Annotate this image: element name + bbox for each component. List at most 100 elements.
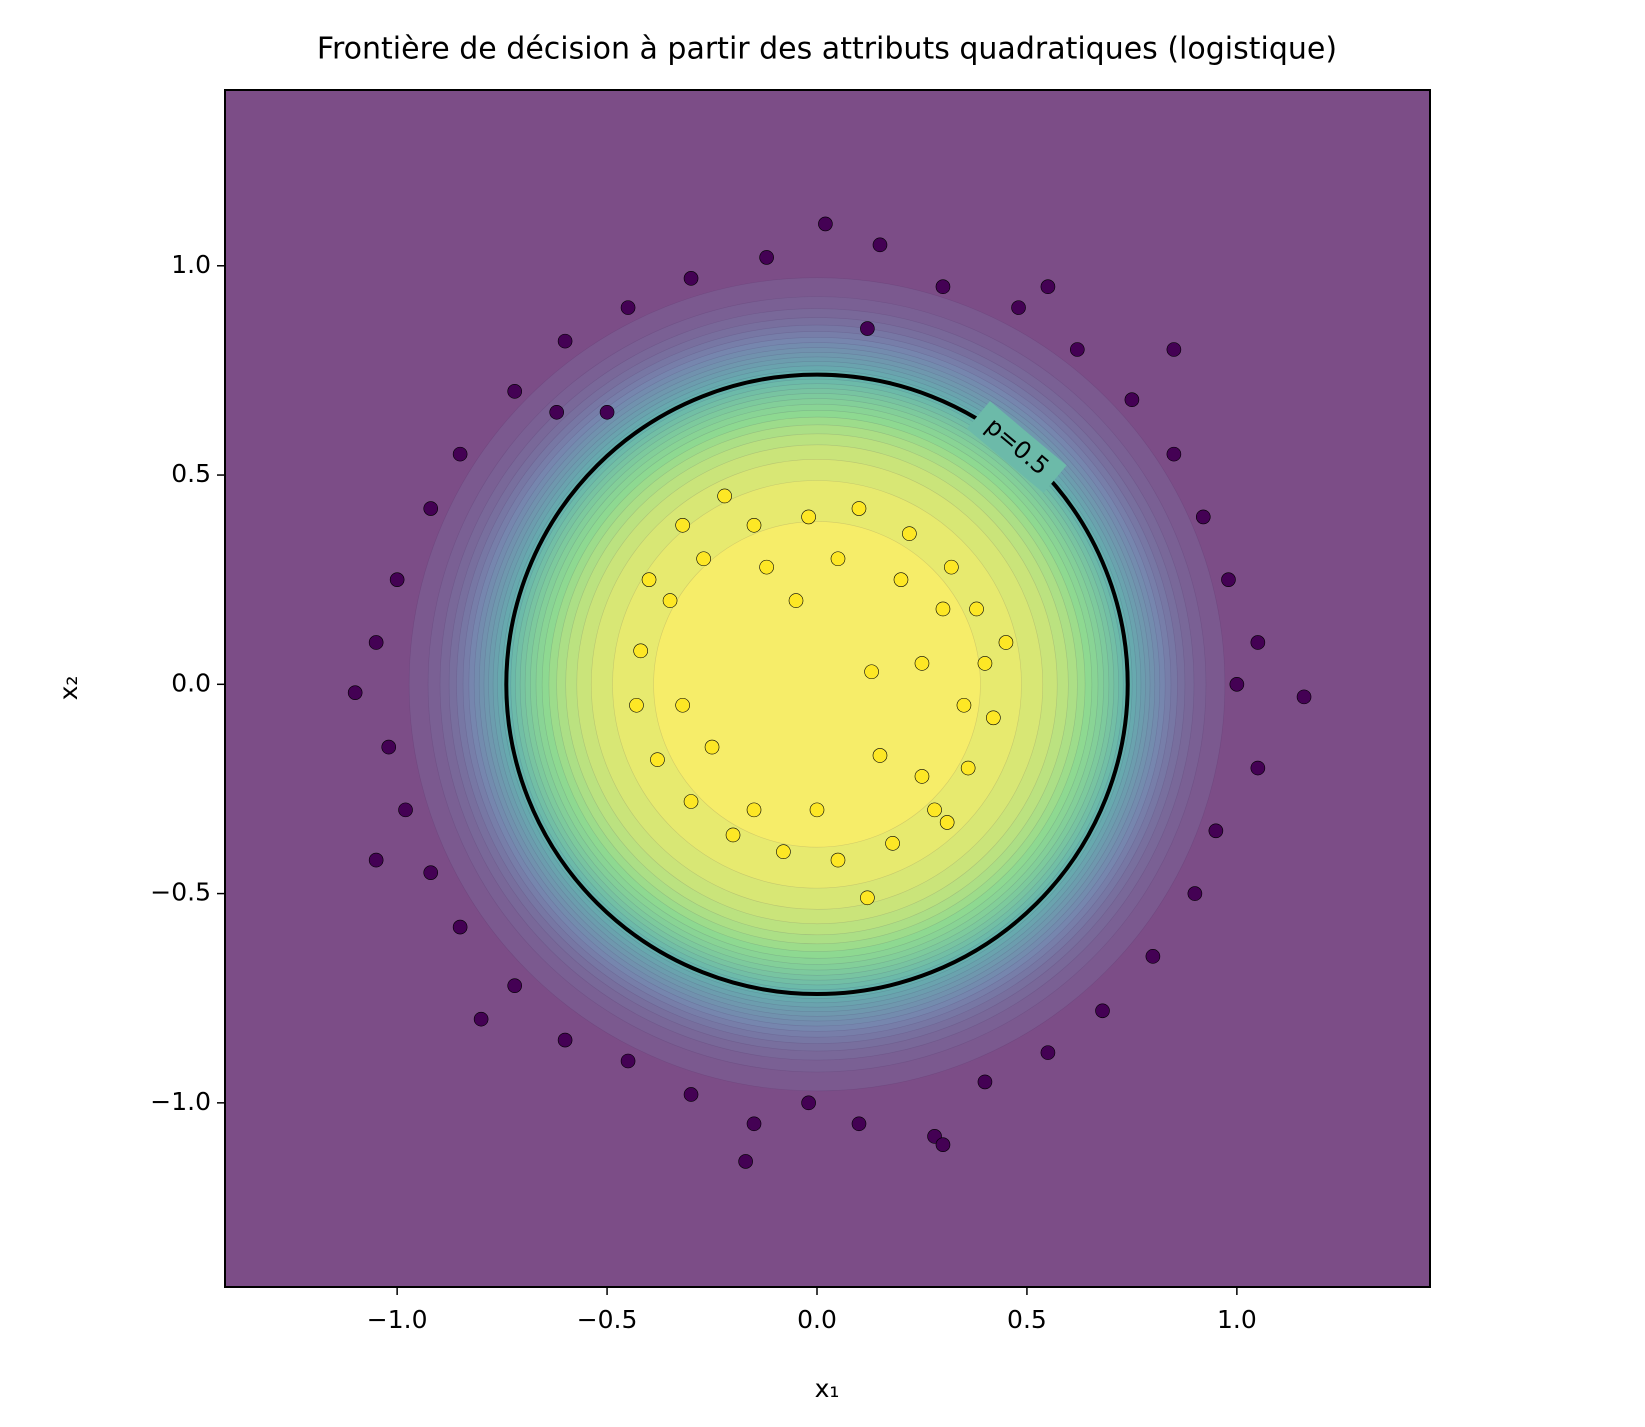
- point: [507, 384, 523, 399]
- x-axis-label: x₁: [815, 1374, 840, 1403]
- point: [423, 501, 439, 516]
- point: [864, 664, 879, 680]
- point: [851, 1116, 867, 1132]
- point: [696, 551, 711, 567]
- point: [956, 697, 972, 713]
- point: [1208, 823, 1224, 839]
- point: [704, 739, 720, 755]
- point: [935, 279, 951, 295]
- point: [1296, 689, 1312, 705]
- point: [1095, 1003, 1110, 1019]
- point: [893, 572, 909, 587]
- point: [683, 271, 699, 286]
- point: [389, 572, 405, 587]
- x-tick-label: 1.0: [1217, 1305, 1257, 1334]
- point: [599, 404, 615, 420]
- x-tick-label: 0.0: [797, 1305, 837, 1334]
- point: [662, 593, 678, 608]
- point: [1145, 949, 1161, 964]
- point: [507, 978, 523, 993]
- point: [683, 794, 699, 809]
- point: [872, 237, 888, 253]
- point: [851, 501, 867, 516]
- point: [939, 815, 955, 830]
- point: [746, 802, 762, 818]
- point: [1166, 446, 1182, 462]
- point: [944, 559, 959, 575]
- point: [675, 517, 690, 533]
- point: [423, 865, 439, 880]
- point: [347, 685, 363, 700]
- point: [1229, 677, 1245, 692]
- point: [1070, 342, 1085, 357]
- point: [683, 1087, 699, 1102]
- point: [977, 656, 993, 671]
- point: [977, 1074, 993, 1090]
- point: [368, 635, 384, 650]
- point: [902, 526, 917, 541]
- point: [759, 559, 774, 575]
- chart-title: Frontière de décision à partir des attri…: [317, 32, 1337, 67]
- point: [1250, 635, 1266, 650]
- point: [809, 802, 825, 818]
- point: [725, 827, 741, 843]
- point: [960, 760, 976, 776]
- point: [738, 1154, 753, 1169]
- point: [969, 601, 984, 617]
- point: [860, 321, 875, 336]
- point: [557, 333, 573, 349]
- point: [830, 551, 846, 567]
- y-tick-label: 0.0: [171, 668, 211, 697]
- point: [998, 635, 1014, 650]
- x-tick-label: 0.5: [1007, 1305, 1047, 1334]
- x-tick-label: −1.0: [367, 1305, 428, 1334]
- point: [1221, 572, 1236, 587]
- point: [830, 852, 846, 868]
- point: [641, 572, 657, 587]
- point: [629, 697, 644, 713]
- point: [860, 890, 875, 906]
- decision-boundary: [504, 372, 1130, 997]
- point: [1166, 342, 1182, 357]
- point: [872, 748, 888, 763]
- y-tick-label: −1.0: [150, 1087, 211, 1116]
- y-tick-label: 0.5: [171, 459, 211, 488]
- point: [1124, 392, 1140, 408]
- point: [1040, 1045, 1056, 1060]
- point: [368, 852, 384, 868]
- point: [381, 739, 397, 755]
- plot-area: p=0.5: [225, 90, 1430, 1287]
- x-tick-label: −0.5: [577, 1305, 638, 1334]
- point: [914, 656, 930, 671]
- point: [633, 643, 648, 659]
- point: [801, 509, 816, 525]
- point: [746, 1116, 762, 1132]
- point: [776, 844, 791, 860]
- point: [717, 488, 732, 504]
- contour-fill: [653, 521, 981, 848]
- point: [557, 1032, 573, 1048]
- point: [1187, 886, 1203, 901]
- point: [1195, 509, 1211, 525]
- point: [473, 1011, 489, 1027]
- point: [620, 1053, 636, 1069]
- y-axis-label: x₂: [54, 676, 83, 701]
- point: [650, 752, 665, 767]
- point: [452, 919, 468, 935]
- point: [398, 802, 413, 818]
- point: [1011, 300, 1026, 315]
- point: [801, 1095, 816, 1111]
- point: [818, 216, 833, 232]
- point: [927, 802, 942, 818]
- contour-label-gap: [966, 401, 1067, 493]
- point: [1250, 760, 1266, 776]
- point: [759, 250, 774, 265]
- plot-frame: [224, 89, 1431, 1288]
- point: [885, 836, 900, 851]
- point: [935, 1137, 951, 1152]
- point: [986, 710, 1001, 726]
- point: [452, 446, 468, 462]
- point: [914, 769, 930, 784]
- point: [788, 593, 804, 608]
- point: [746, 517, 762, 533]
